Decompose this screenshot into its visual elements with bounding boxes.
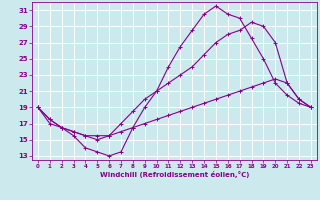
X-axis label: Windchill (Refroidissement éolien,°C): Windchill (Refroidissement éolien,°C) [100, 171, 249, 178]
